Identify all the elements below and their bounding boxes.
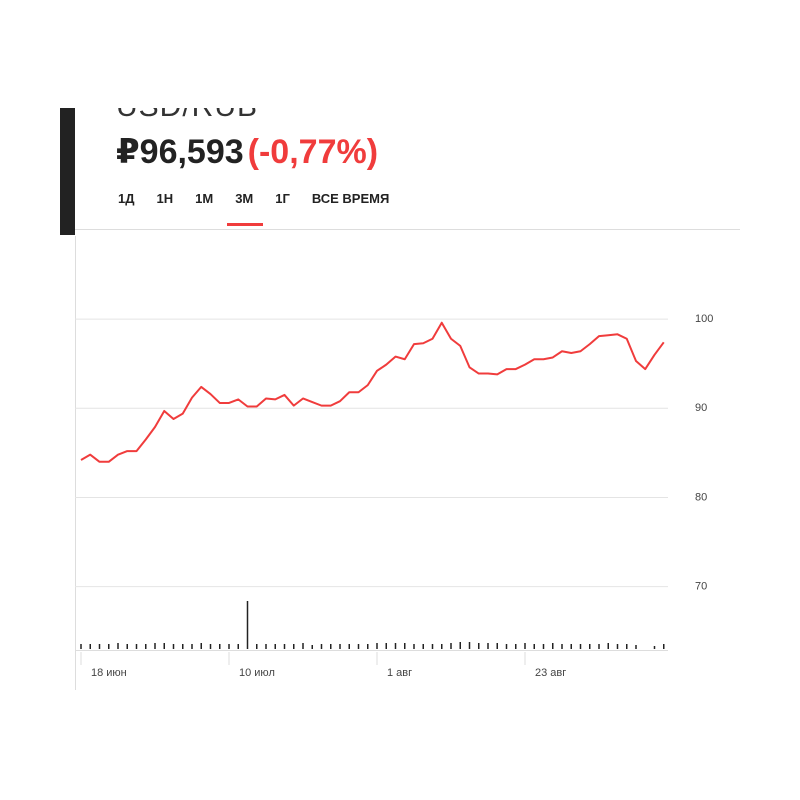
volume-bar bbox=[237, 644, 239, 649]
volume-bar bbox=[607, 643, 609, 649]
volume-bar bbox=[367, 644, 369, 649]
price-line: ₽96,593 (-0,77%) bbox=[116, 132, 378, 172]
volume-bar bbox=[542, 644, 545, 649]
pair-title: USD/RUB bbox=[116, 108, 258, 124]
x-tick-label: 10 июл bbox=[239, 667, 275, 679]
volume-bar bbox=[635, 645, 637, 649]
x-tick-label: 1 авг bbox=[387, 667, 412, 679]
volume-bar bbox=[246, 601, 249, 649]
volume-bar bbox=[616, 644, 619, 649]
period-tab[interactable]: ВСЕ ВРЕМЯ bbox=[311, 191, 390, 206]
y-tick-label: 80 bbox=[695, 491, 707, 503]
volume-bar bbox=[265, 644, 267, 649]
volume-bar bbox=[172, 644, 175, 649]
period-tab[interactable]: 1Н bbox=[156, 191, 174, 206]
volume-bar bbox=[413, 644, 415, 649]
volume-bar bbox=[394, 643, 397, 649]
period-tabs: 1Д 1Н 1М 3М 1Г ВСЕ ВРЕМЯ bbox=[118, 191, 411, 226]
pair-text: USD/RUB bbox=[116, 108, 258, 124]
volume-bar bbox=[126, 644, 128, 649]
volume-bar bbox=[154, 643, 156, 649]
volume-bar bbox=[441, 644, 443, 649]
period-tab[interactable]: 1М bbox=[195, 191, 214, 206]
volume-bar bbox=[626, 644, 628, 649]
volume-bar bbox=[200, 643, 202, 649]
volume-bar bbox=[209, 644, 212, 649]
y-tick-label: 90 bbox=[695, 402, 707, 414]
volume-bar bbox=[256, 644, 258, 649]
volume-bar bbox=[357, 644, 360, 649]
period-tab[interactable]: 3М bbox=[227, 191, 264, 226]
volume-bar bbox=[598, 644, 600, 649]
volume-bar bbox=[589, 644, 591, 649]
price-line bbox=[80, 321, 665, 463]
volume-bar bbox=[505, 644, 508, 649]
volume-bar bbox=[487, 643, 489, 649]
volume-bar bbox=[570, 644, 572, 649]
x-tick-label: 23 авг bbox=[535, 667, 566, 679]
volume-bar bbox=[478, 643, 480, 649]
volume-bar bbox=[404, 643, 406, 649]
volume-bar bbox=[653, 646, 656, 649]
volume-bar bbox=[163, 643, 165, 649]
price-change: (-0,77%) bbox=[247, 133, 379, 171]
volume-bar bbox=[311, 645, 313, 649]
volume-bar bbox=[191, 644, 193, 649]
accent-bar bbox=[60, 108, 75, 235]
volume-bar bbox=[283, 644, 286, 649]
volume-bar bbox=[108, 644, 110, 649]
volume-bar bbox=[376, 643, 378, 649]
volume-bar bbox=[293, 644, 295, 649]
volume-bar bbox=[496, 643, 498, 649]
volume-bar bbox=[98, 644, 101, 649]
volume-bar bbox=[533, 644, 535, 649]
x-tick-label: 18 июн bbox=[91, 667, 127, 679]
volume-bar bbox=[274, 644, 276, 649]
y-tick-label: 100 bbox=[695, 313, 713, 325]
volume-bar bbox=[145, 644, 147, 649]
volume-bar bbox=[89, 644, 91, 649]
volume-bar bbox=[117, 643, 119, 649]
volume-bar bbox=[182, 644, 184, 649]
volume-bar bbox=[552, 643, 554, 649]
volume-bar bbox=[515, 644, 517, 649]
volume-bar bbox=[561, 644, 563, 649]
volume-bar bbox=[302, 643, 304, 649]
volume-bar bbox=[348, 644, 350, 649]
volume-bar bbox=[219, 644, 221, 649]
y-tick-label: 70 bbox=[695, 581, 707, 593]
volume-bar bbox=[524, 643, 526, 649]
volume-bar bbox=[431, 644, 434, 649]
volume-bar bbox=[422, 644, 424, 649]
volume-bar bbox=[663, 644, 665, 649]
period-tab[interactable]: 1Д bbox=[118, 191, 135, 206]
volume-bar bbox=[459, 642, 461, 649]
volume-bar bbox=[228, 644, 230, 649]
volume-bar bbox=[80, 644, 82, 649]
volume-bar bbox=[579, 644, 582, 649]
period-tab[interactable]: 1Г bbox=[275, 191, 290, 206]
volume-bar bbox=[385, 643, 387, 649]
price: ₽96,593 bbox=[116, 133, 244, 171]
volume-bar bbox=[135, 644, 138, 649]
volume-bar bbox=[339, 644, 341, 649]
volume-bar bbox=[450, 643, 452, 649]
volume-bar bbox=[330, 644, 332, 649]
volume-bar bbox=[320, 644, 323, 649]
volume-bar bbox=[468, 642, 471, 649]
